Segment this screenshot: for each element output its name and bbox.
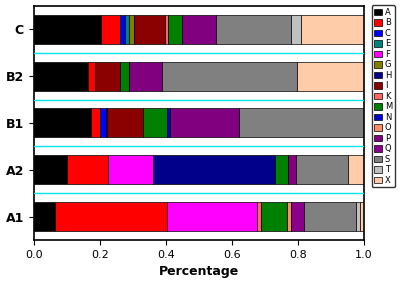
Bar <box>170 108 238 137</box>
Bar <box>356 202 360 231</box>
Bar <box>67 155 108 184</box>
Bar <box>291 202 304 231</box>
Bar <box>125 15 129 44</box>
Bar <box>108 108 142 137</box>
Bar <box>55 202 167 231</box>
Bar <box>261 202 287 231</box>
Bar <box>167 202 257 231</box>
Bar <box>106 108 108 137</box>
Bar <box>34 15 101 44</box>
Bar <box>34 108 91 137</box>
Bar <box>129 15 134 44</box>
Bar <box>275 155 288 184</box>
Bar <box>164 15 168 44</box>
Bar <box>287 202 291 231</box>
Bar <box>301 15 364 44</box>
Bar <box>257 202 261 231</box>
Bar <box>34 62 88 91</box>
Bar <box>108 155 154 184</box>
Bar <box>120 62 128 91</box>
Bar <box>91 108 100 137</box>
Bar <box>34 155 67 184</box>
Bar <box>168 15 182 44</box>
Bar <box>291 15 301 44</box>
Bar <box>100 108 106 137</box>
Bar <box>182 15 216 44</box>
X-axis label: Percentage: Percentage <box>159 266 239 278</box>
Bar <box>296 155 348 184</box>
Bar <box>34 202 55 231</box>
Bar <box>88 62 95 91</box>
Bar <box>348 155 364 184</box>
Bar <box>304 202 356 231</box>
Bar <box>297 62 364 91</box>
Bar <box>101 15 120 44</box>
Bar <box>238 108 364 137</box>
Bar <box>154 155 275 184</box>
Bar <box>142 108 166 137</box>
Bar <box>288 155 296 184</box>
Bar <box>162 62 297 91</box>
Bar <box>120 15 125 44</box>
Legend: A, B, C, E, F, G, H, I, K, M, N, O, P, Q, S, T, X: A, B, C, E, F, G, H, I, K, M, N, O, P, Q… <box>372 5 395 187</box>
Bar <box>134 15 164 44</box>
Bar <box>216 15 291 44</box>
Bar <box>95 62 120 91</box>
Bar <box>128 62 162 91</box>
Bar <box>360 202 364 231</box>
Bar <box>166 108 170 137</box>
